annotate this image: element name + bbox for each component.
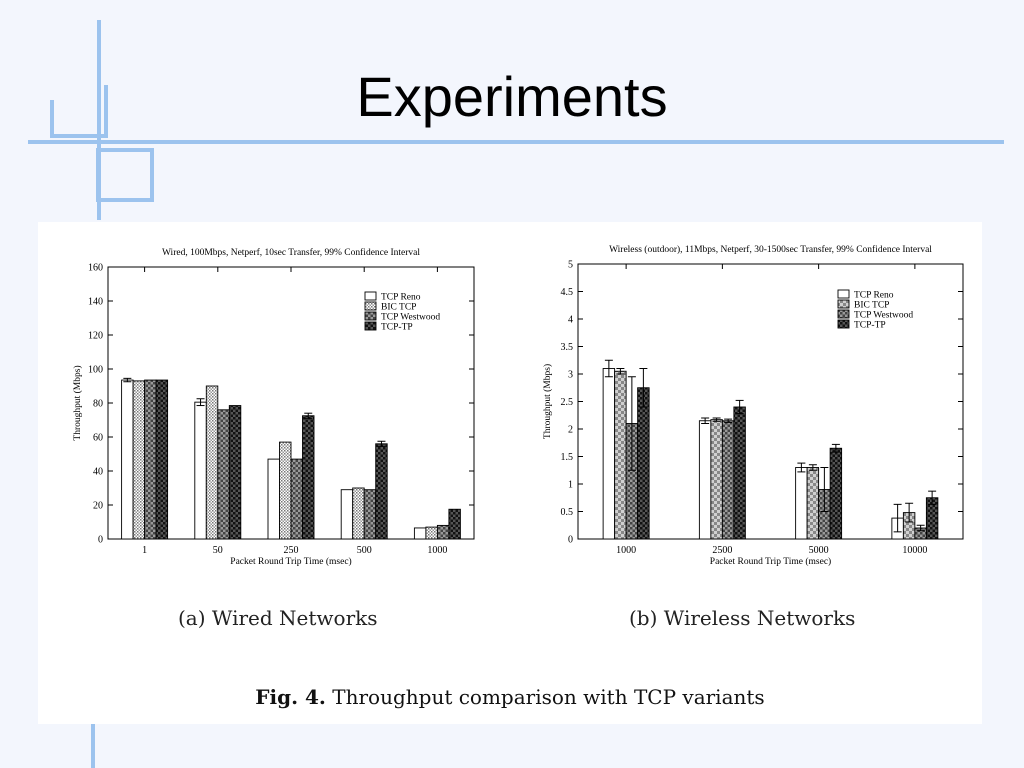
y-tick-label: 0.5 [561, 507, 574, 518]
bar [614, 370, 627, 540]
legend-swatch [837, 309, 850, 319]
bar [121, 379, 134, 540]
decor-square-outline [96, 148, 154, 202]
bar [279, 441, 292, 540]
legend-label: TCP-TP [381, 323, 413, 333]
bar [448, 508, 461, 540]
bar [217, 409, 230, 540]
bar [302, 415, 315, 540]
y-tick-label: 2.5 [561, 397, 574, 408]
y-tick-label: 5 [568, 260, 573, 271]
figure-panel: Wired, 100Mbps, Netperf, 10sec Transfer,… [38, 222, 982, 724]
bar [425, 526, 438, 540]
y-tick-label: 60 [93, 433, 103, 444]
decor-vertical-line-main [97, 20, 101, 220]
y-tick-label: 1 [568, 480, 573, 491]
y-tick-label: 0 [568, 535, 573, 546]
bar [363, 489, 377, 540]
legend-label: TCP Westwood [381, 313, 440, 323]
x-tick-label: 5000 [809, 545, 829, 556]
bar [710, 419, 723, 540]
legend-label: BIC TCP [854, 301, 889, 311]
decor-vertical-line-left [50, 100, 54, 138]
bar [352, 487, 365, 540]
figure-caption: Fig. 4. Throughput comparison with TCP v… [38, 685, 982, 709]
bar [698, 420, 712, 540]
chart-wireless: Wireless (outdoor), 11Mbps, Netperf, 30-… [510, 222, 982, 582]
y-tick-label: 4.5 [561, 287, 574, 298]
x-tick-label: 1 [142, 545, 147, 556]
y-tick-label: 160 [88, 263, 103, 274]
y-tick-label: 40 [93, 467, 103, 478]
x-tick-label: 10000 [902, 545, 927, 556]
bar [267, 458, 280, 540]
chart-wireless-svg: Wireless (outdoor), 11Mbps, Netperf, 30-… [542, 244, 964, 567]
bar [132, 380, 146, 540]
y-tick-label: 100 [88, 365, 103, 376]
y-tick-label: 0 [98, 535, 103, 546]
bar [602, 368, 616, 540]
legend-swatch [837, 319, 850, 329]
x-tick-label: 1000 [427, 545, 447, 556]
bar [637, 387, 650, 540]
x-tick-label: 50 [213, 545, 223, 556]
y-tick-label: 20 [93, 501, 103, 512]
bar [194, 401, 207, 540]
x-axis-label: Packet Round Trip Time (msec) [710, 556, 831, 567]
y-axis-label: Throughput (Mbps) [542, 364, 553, 439]
slide-title: Experiments [356, 65, 668, 128]
chart-title: Wired, 100Mbps, Netperf, 10sec Transfer,… [162, 247, 420, 258]
legend-label: BIC TCP [381, 303, 416, 313]
bar [413, 527, 427, 540]
bar [806, 467, 820, 540]
bar [436, 524, 450, 540]
y-tick-label: 140 [88, 297, 103, 308]
figure-caption-label: Fig. 4. [255, 685, 326, 709]
chart-wired-svg: Wired, 100Mbps, Netperf, 10sec Transfer,… [72, 247, 475, 567]
subcaption-wired: (a) Wired Networks [178, 606, 378, 630]
decor-corner-bracket-v [104, 85, 108, 138]
bar [721, 420, 735, 540]
x-tick-label: 2500 [712, 545, 732, 556]
legend-label: TCP Reno [381, 293, 421, 303]
y-tick-label: 1.5 [561, 452, 574, 463]
legend-swatch [364, 311, 377, 321]
bar [144, 379, 157, 540]
decor-vertical-line-bottom [91, 724, 95, 768]
legend-swatch [364, 291, 377, 301]
bar [228, 405, 242, 540]
bar [795, 467, 808, 540]
decor-corner-bracket-h [50, 134, 106, 138]
legend-swatch [364, 301, 377, 311]
y-axis-label: Throughput (Mbps) [72, 365, 83, 440]
figure-caption-text: Throughput comparison with TCP variants [332, 685, 765, 709]
y-tick-label: 2 [568, 425, 573, 436]
x-tick-label: 500 [357, 545, 372, 556]
bar [829, 447, 843, 540]
legend-label: TCP Westwood [854, 311, 913, 321]
bar [155, 379, 169, 540]
bar [733, 406, 746, 540]
y-tick-label: 120 [88, 331, 103, 342]
x-tick-label: 1000 [616, 545, 636, 556]
chart-wired: Wired, 100Mbps, Netperf, 10sec Transfer,… [38, 222, 508, 582]
bar [340, 489, 354, 540]
chart-title: Wireless (outdoor), 11Mbps, Netperf, 30-… [609, 244, 932, 255]
legend-swatch [837, 299, 850, 309]
bar [290, 458, 303, 540]
subcaption-wireless: (b) Wireless Networks [629, 606, 856, 630]
legend-swatch [364, 321, 377, 331]
bar [205, 385, 219, 540]
x-tick-label: 250 [284, 545, 299, 556]
y-tick-label: 3.5 [561, 342, 574, 353]
y-tick-label: 80 [93, 399, 103, 410]
y-tick-label: 3 [568, 370, 573, 381]
legend-label: TCP Reno [854, 291, 894, 301]
y-tick-label: 4 [568, 315, 573, 326]
legend-label: TCP-TP [854, 321, 886, 331]
legend-swatch [837, 289, 850, 299]
x-axis-label: Packet Round Trip Time (msec) [230, 556, 351, 567]
decor-horizontal-line [28, 140, 1004, 144]
bar [375, 443, 388, 540]
